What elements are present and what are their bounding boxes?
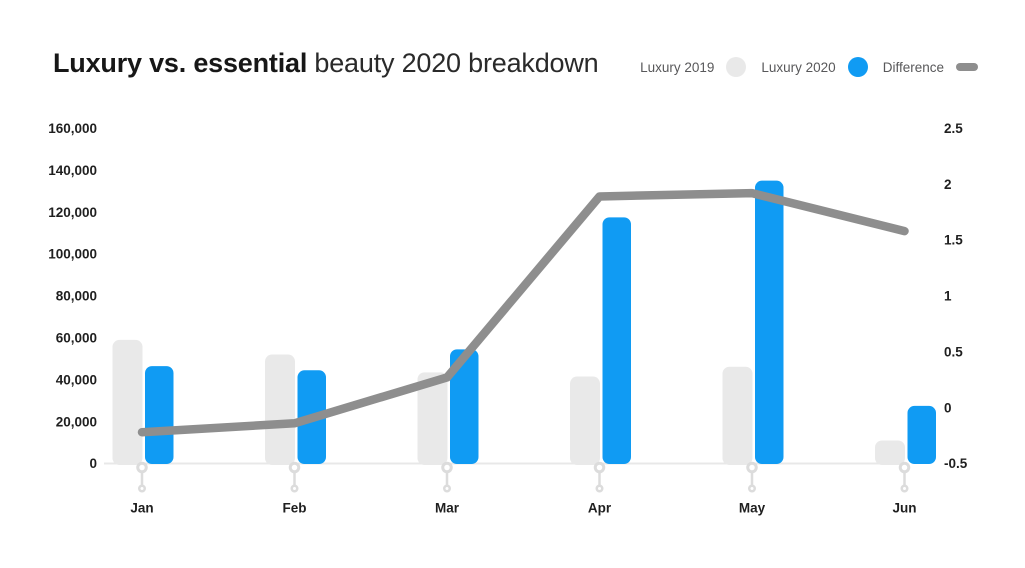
tick-pin-bottom-circle-icon (900, 484, 909, 493)
bar-luxury-2020 (602, 217, 631, 464)
tick-pin-top-circle-icon (898, 461, 911, 474)
tick-pin-top-circle-icon (441, 461, 453, 474)
tick-pin-bottom-circle-icon (443, 484, 451, 493)
bar-luxury-2019 (722, 366, 753, 465)
tick-pin-top-circle-icon (593, 461, 606, 474)
luxury-2020-swatch-icon (847, 57, 868, 77)
luxury-2019-swatch-icon (726, 57, 747, 77)
right-axis-tick-label: 1 (944, 289, 952, 304)
legend-item-luxury-2020: Luxury 2020 (761, 57, 868, 77)
x-axis-month-label: Jan (130, 501, 153, 516)
bar-luxury-2020 (145, 366, 174, 464)
bar-luxury-2019 (265, 354, 295, 465)
bar-luxury-2020 (907, 405, 936, 464)
x-axis-month-label: Jun (892, 501, 916, 516)
left-axis-tick-label: 160,000 (48, 121, 97, 136)
tick-pin-bottom-circle-icon (595, 484, 604, 493)
tick-pin-bottom-circle-icon (290, 484, 299, 493)
left-axis-tick-label: 20,000 (56, 414, 97, 429)
right-axis-tick-label: 0.5 (944, 344, 963, 359)
right-axis-tick-label: 1.5 (944, 233, 963, 248)
bar-luxury-2019 (570, 376, 600, 465)
tick-pin-top-circle-icon (136, 461, 148, 474)
left-axis-tick-label: 140,000 (48, 163, 97, 178)
right-axis-tick-label: -0.5 (944, 456, 968, 471)
tick-pin-bottom-circle-icon (748, 484, 756, 493)
left-axis-tick-label: 80,000 (56, 289, 97, 304)
x-axis-month-label: May (739, 501, 766, 516)
right-axis-tick-label: 2 (944, 177, 952, 192)
bar-luxury-2020 (450, 349, 479, 464)
tick-pin-top-circle-icon (288, 461, 301, 474)
title-light-part: beauty 2020 breakdown (307, 48, 599, 78)
left-axis-tick-label: 0 (89, 456, 97, 471)
difference-swatch-icon (956, 63, 978, 71)
title-bold-part: Luxury vs. essential (53, 48, 308, 78)
right-axis-tick-label: 2.5 (944, 121, 963, 136)
left-axis-tick-label: 120,000 (48, 205, 97, 220)
bar-luxury-2020 (755, 180, 784, 465)
left-axis-tick-label: 60,000 (56, 331, 97, 346)
page-title: Luxury vs. essential beauty 2020 breakdo… (53, 48, 599, 79)
legend-label-luxury-2020: Luxury 2020 (761, 59, 836, 75)
bar-luxury-2019 (112, 339, 143, 465)
tick-pin-top-circle-icon (746, 461, 758, 474)
x-axis-month-label: Apr (588, 501, 612, 516)
x-axis-month-label: Feb (282, 501, 306, 516)
left-axis-tick-label: 100,000 (48, 247, 97, 262)
x-axis-month-label: Mar (435, 501, 460, 516)
left-axis-tick-label: 40,000 (56, 372, 97, 387)
tick-pin-bottom-circle-icon (138, 484, 146, 493)
legend: Luxury 2019 Luxury 2020 Difference (640, 57, 978, 77)
legend-label-luxury-2019: Luxury 2019 (640, 59, 715, 75)
bar-luxury-2019 (417, 372, 448, 465)
legend-label-difference: Difference (882, 59, 944, 75)
legend-item-difference: Difference (883, 60, 978, 75)
legend-item-luxury-2019: Luxury 2019 (640, 57, 747, 77)
difference-line (137, 188, 909, 437)
bar-luxury-2019 (875, 440, 905, 465)
right-axis-tick-label: 0 (944, 400, 952, 415)
